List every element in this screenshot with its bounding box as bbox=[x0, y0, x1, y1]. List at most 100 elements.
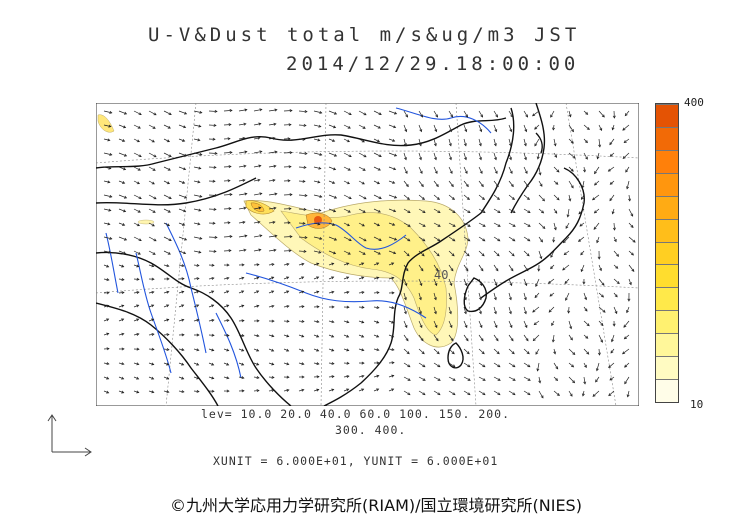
wind-vector bbox=[508, 166, 513, 174]
wind-vector-head bbox=[448, 143, 452, 147]
wind-vector bbox=[478, 180, 484, 187]
wind-vector-head bbox=[376, 291, 380, 295]
wind-vector-head bbox=[259, 192, 263, 196]
wind-vector bbox=[313, 194, 322, 198]
wind-vector bbox=[118, 264, 124, 268]
wind-vector bbox=[388, 320, 394, 324]
wind-vector bbox=[238, 249, 246, 252]
wind-vector-head bbox=[346, 320, 350, 324]
wind-vector-head bbox=[593, 210, 597, 214]
wind-vector-head bbox=[272, 136, 276, 140]
wind-vector bbox=[328, 110, 337, 115]
wind-vector-head bbox=[316, 362, 320, 366]
wind-vector bbox=[532, 306, 540, 313]
wind-vector-head bbox=[533, 322, 537, 326]
wind-vector bbox=[598, 264, 602, 271]
wind-vector-head bbox=[153, 238, 157, 242]
wind-vector-head bbox=[569, 393, 573, 397]
wind-vector bbox=[358, 334, 364, 338]
wind-vector-head bbox=[464, 157, 467, 161]
wind-vector-head bbox=[437, 238, 441, 242]
wind-vector bbox=[568, 376, 575, 383]
wind-vector-head bbox=[212, 221, 216, 225]
wind-vector bbox=[598, 320, 604, 326]
wind-vector bbox=[343, 291, 349, 294]
wind-vector-head bbox=[348, 112, 352, 116]
wind-vector-head bbox=[597, 352, 601, 356]
wind-vector-head bbox=[536, 368, 540, 372]
wind-vector-head bbox=[510, 268, 514, 272]
wind-vector-head bbox=[571, 364, 575, 368]
wind-vector bbox=[463, 278, 468, 286]
wind-vector-head bbox=[123, 111, 128, 115]
wind-vector bbox=[298, 208, 307, 210]
wind-vector-head bbox=[347, 251, 351, 255]
wind-vector bbox=[163, 362, 169, 366]
wind-vector bbox=[193, 194, 202, 198]
wind-vector-head bbox=[553, 351, 557, 355]
wind-vector-head bbox=[534, 143, 538, 147]
wind-vector bbox=[193, 348, 199, 351]
wind-vector bbox=[328, 334, 334, 338]
wind-vector-head bbox=[377, 209, 381, 213]
wind-vector bbox=[553, 390, 560, 396]
wind-vector-head bbox=[628, 282, 632, 286]
wind-vector-head bbox=[466, 351, 470, 355]
wind-vector-head bbox=[121, 362, 125, 366]
wind-vector-head bbox=[319, 194, 323, 198]
wind-vector-head bbox=[451, 197, 455, 200]
wind-vector-head bbox=[376, 305, 380, 309]
wind-vector bbox=[463, 208, 471, 213]
wind-vector bbox=[538, 236, 543, 243]
wind-vector bbox=[611, 334, 615, 342]
wind-vector bbox=[388, 277, 394, 280]
wind-vector-head bbox=[611, 127, 615, 131]
wind-vector bbox=[448, 110, 453, 118]
wind-vector-head bbox=[304, 109, 308, 113]
wind-vector-head bbox=[286, 348, 290, 352]
wind-vector bbox=[148, 362, 154, 365]
wind-vector-head bbox=[137, 209, 141, 213]
wind-vector-head bbox=[578, 211, 582, 215]
wind-vector-head bbox=[198, 166, 202, 170]
wind-vector bbox=[533, 334, 540, 341]
wind-vector-head bbox=[317, 180, 321, 184]
wind-vector-head bbox=[496, 351, 500, 355]
wind-vector bbox=[328, 263, 334, 266]
wind-vector bbox=[418, 278, 423, 286]
wind-vector-head bbox=[616, 253, 620, 257]
wind-vector bbox=[610, 180, 615, 185]
wind-vector-head bbox=[226, 376, 230, 380]
wind-vector-head bbox=[509, 324, 513, 329]
wind-vector-head bbox=[437, 378, 441, 381]
wind-vector-head bbox=[288, 207, 292, 211]
wind-vector bbox=[463, 376, 471, 381]
wind-vector-head bbox=[108, 166, 112, 170]
wind-vector bbox=[583, 166, 586, 172]
wind-vector bbox=[133, 291, 139, 294]
wind-vector-head bbox=[166, 362, 170, 366]
wind-vector bbox=[568, 180, 574, 189]
wind-vector bbox=[238, 221, 245, 224]
wind-vector-head bbox=[580, 268, 584, 273]
wind-vector bbox=[388, 180, 395, 184]
wind-vector bbox=[163, 250, 171, 255]
wind-vector-head bbox=[106, 376, 110, 380]
wind-vector bbox=[582, 180, 585, 188]
wind-vector-head bbox=[166, 223, 171, 227]
wind-vector-head bbox=[181, 304, 185, 308]
wind-vector-head bbox=[376, 388, 380, 392]
wind-vector bbox=[493, 194, 500, 200]
wind-vector-head bbox=[196, 362, 200, 366]
wind-vector-head bbox=[594, 171, 597, 175]
wind-vector-head bbox=[630, 213, 634, 217]
wind-vector-head bbox=[241, 334, 245, 338]
wind-vector-head bbox=[136, 332, 140, 336]
wind-vector-head bbox=[257, 220, 261, 224]
wind-vector-head bbox=[166, 264, 170, 268]
wind-vector-head bbox=[259, 234, 263, 238]
wind-vector bbox=[253, 179, 260, 182]
wind-vector bbox=[578, 208, 585, 215]
wind-vector-head bbox=[599, 268, 602, 272]
wind-vector-head bbox=[211, 318, 215, 322]
